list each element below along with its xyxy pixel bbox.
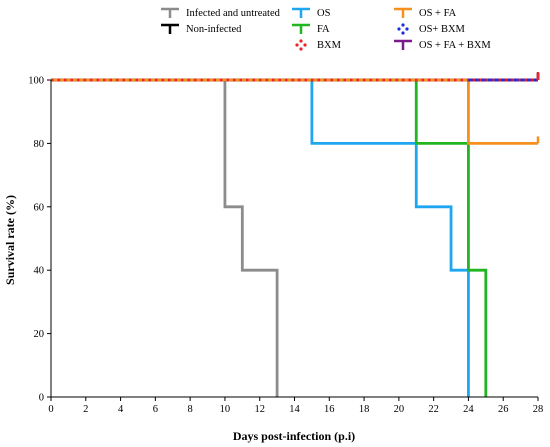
- y-tick-label: 60: [34, 202, 45, 213]
- legend-marker: [295, 43, 299, 47]
- legend-marker: [299, 47, 303, 51]
- legend-item: OS + FA: [394, 7, 457, 19]
- series-line-infected-and-untreated: [51, 78, 279, 397]
- legend-item: Non-infected: [161, 23, 242, 35]
- x-tick-label: 6: [153, 404, 158, 415]
- y-tick-label: 0: [39, 393, 44, 404]
- legend-marker: [405, 27, 409, 31]
- y-axis-title: Survival rate (%): [3, 195, 17, 285]
- x-tick-label: 2: [83, 404, 88, 415]
- x-tick-label: 24: [463, 404, 474, 415]
- legend-marker: [303, 43, 307, 47]
- legend-label: OS + FA: [419, 8, 457, 19]
- legend-label: OS: [317, 8, 331, 19]
- plot-area: [51, 72, 540, 397]
- legend-label: OS + FA + BXM: [419, 40, 491, 51]
- legend-marker: [397, 27, 401, 31]
- legend: Infected and untreated Non-infected OS FA BX…: [161, 7, 491, 51]
- x-tick-label: 28: [533, 404, 544, 415]
- legend-item: Infected and untreated: [161, 7, 281, 19]
- series-line-fa: [51, 78, 488, 397]
- x-tick-label: 12: [254, 404, 265, 415]
- legend-label: FA: [317, 24, 330, 35]
- x-tick-label: 0: [48, 404, 53, 415]
- series-line-os: [51, 78, 470, 397]
- x-tick-label: 18: [359, 404, 370, 415]
- y-tick-label: 80: [34, 139, 45, 150]
- legend-label: Infected and untreated: [186, 8, 281, 19]
- legend-item: BXM: [295, 39, 342, 51]
- legend-marker: [299, 39, 303, 43]
- legend-label: OS+ BXM: [419, 24, 466, 35]
- x-tick-label: 26: [498, 404, 509, 415]
- y-tick-label: 20: [34, 329, 45, 340]
- x-tick-label: 16: [324, 404, 335, 415]
- x-tick-label: 10: [220, 404, 231, 415]
- x-tick-label: 20: [394, 404, 405, 415]
- y-tick-label: 40: [34, 266, 45, 277]
- legend-item: FA: [292, 23, 330, 35]
- x-axis-title: Days post-infection (p.i): [233, 429, 355, 443]
- x-tick-label: 14: [289, 404, 300, 415]
- legend-label: Non-infected: [186, 24, 242, 35]
- legend-label: BXM: [317, 40, 342, 51]
- y-tick-label: 100: [28, 76, 44, 87]
- legend-marker: [401, 31, 405, 35]
- legend-item: OS+ BXM: [397, 23, 466, 35]
- legend-item: OS + FA + BXM: [394, 39, 491, 51]
- series-line-os-fa: [51, 78, 538, 145]
- x-tick-label: 22: [428, 404, 439, 415]
- x-tick-label: 4: [118, 404, 124, 415]
- legend-item: OS: [292, 7, 331, 19]
- x-tick-label: 8: [188, 404, 193, 415]
- legend-marker: [401, 23, 405, 27]
